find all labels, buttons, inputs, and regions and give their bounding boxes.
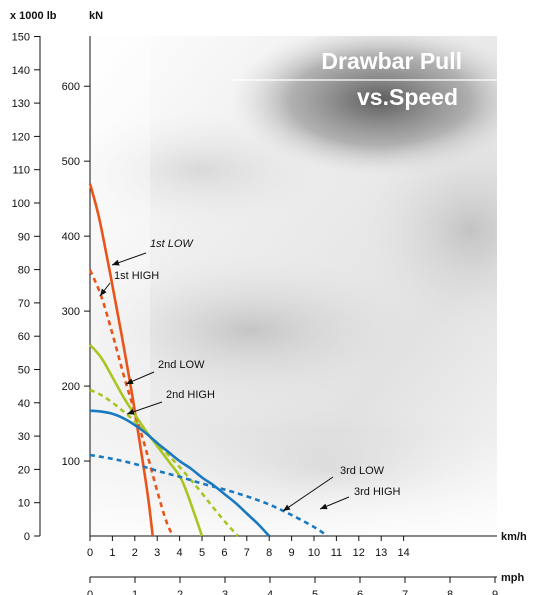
x-kmh-tick-label: 13 <box>375 547 387 559</box>
annotation-label: 1st LOW <box>150 238 194 250</box>
y-right-tick-label: 200 <box>62 381 80 393</box>
x-mph-tick-label: 2 <box>177 589 183 595</box>
x-kmh-tick-label: 14 <box>397 547 409 559</box>
y-right-tick-label: 500 <box>62 156 80 168</box>
x-mph-axis-label: mph <box>501 572 525 584</box>
x-mph-tick-label: 8 <box>447 589 453 595</box>
y-right-tick-label: 600 <box>62 81 80 93</box>
x-kmh-tick-label: 7 <box>244 547 250 559</box>
y-left-tick-label: 0 <box>24 531 30 543</box>
chart-title-line1: Drawbar Pull <box>321 48 462 74</box>
chart-title: Drawbar Pull vs.Speed <box>232 48 497 110</box>
series-line-6 <box>89 453 329 538</box>
x-mph-tick-label: 9 <box>492 589 498 595</box>
y-left-tick-label: 120 <box>12 131 30 143</box>
x-kmh-tick-label: 2 <box>132 547 138 559</box>
x-kmh-tick-label: 3 <box>154 547 160 559</box>
y-right-tick-label: 100 <box>62 456 80 468</box>
series-line-4 <box>89 388 239 537</box>
annotation-arrowhead <box>320 503 328 510</box>
x-kmh-axis-label: km/h <box>501 531 527 543</box>
x-kmh-tick-label: 0 <box>87 547 93 559</box>
series-group <box>88 183 329 538</box>
x-kmh-tick-label: 4 <box>177 547 183 559</box>
x-mph-tick-label: 4 <box>267 589 273 595</box>
annotation-label: 2nd LOW <box>158 359 205 371</box>
y-left-tick-label: 110 <box>12 165 30 177</box>
x-kmh-tick-label: 9 <box>289 547 295 559</box>
x-kmh-tick-label: 8 <box>266 547 272 559</box>
x-mph-tick-label: 5 <box>312 589 318 595</box>
x-mph-tick-label: 3 <box>222 589 228 595</box>
series-line-1 <box>88 183 154 537</box>
annotation-arrowhead <box>127 408 135 415</box>
annotation-arrowhead <box>126 378 134 384</box>
y-right-axis-label: kN <box>89 10 103 22</box>
y-left-tick-label: 130 <box>12 98 30 110</box>
series-line-5 <box>89 409 271 537</box>
x-kmh-tick-label: 5 <box>199 547 205 559</box>
y-left-tick-label: 60 <box>18 331 30 343</box>
annotation-leader <box>282 476 334 512</box>
x-mph-tick-label: 6 <box>357 589 363 595</box>
x-kmh-tick-label: 10 <box>308 547 320 559</box>
plot-background <box>90 36 497 536</box>
x-mph-tick-label: 7 <box>402 589 408 595</box>
annotation-label: 2nd HIGH <box>166 389 215 401</box>
x-kmh-tick-label: 12 <box>353 547 365 559</box>
y-left-axis-label: x 1000 lb <box>10 10 57 22</box>
y-left-tick-label: 140 <box>12 65 30 77</box>
annotation-label: 3rd LOW <box>340 465 385 477</box>
y-left-tick-label: 150 <box>12 32 30 44</box>
x-kmh-tick-label: 1 <box>109 547 115 559</box>
y-right-tick-label: 400 <box>62 231 80 243</box>
y-left-tick-label: 90 <box>18 231 30 243</box>
annotation-group: 1st LOW 1st HIGH 2nd LOW 2nd HIGH 3rd LOW 3rd… <box>99 238 401 512</box>
x-kmh-tick-label: 6 <box>221 547 227 559</box>
annotation-label: 1st HIGH <box>114 270 159 282</box>
y-left-tick-label: 100 <box>12 198 30 210</box>
annotation-label: 3rd HIGH <box>354 486 401 498</box>
tick-group: 0102030405060708090100110120130140150100… <box>12 32 498 595</box>
x-kmh-tick-label: 11 <box>331 547 342 559</box>
y-left-tick-label: 70 <box>18 298 30 310</box>
series-line-2 <box>88 269 175 537</box>
annotation-arrowhead <box>112 259 120 266</box>
y-left-tick-label: 50 <box>18 365 30 377</box>
x-mph-tick-label: 0 <box>87 589 93 595</box>
axes: x 1000 lb kN km/h mph <box>10 10 527 584</box>
x-mph-tick-label: 1 <box>132 589 138 595</box>
annotation-arrowhead <box>100 288 107 296</box>
y-left-tick-label: 30 <box>18 431 30 443</box>
y-left-tick-label: 80 <box>18 265 30 277</box>
y-left-tick-label: 10 <box>18 498 30 510</box>
y-right-tick-label: 300 <box>62 306 80 318</box>
annotation-arrowhead <box>283 504 291 511</box>
chart-title-line2: vs.Speed <box>357 84 458 110</box>
y-left-tick-label: 20 <box>18 464 30 476</box>
y-left-tick-label: 40 <box>18 398 30 410</box>
